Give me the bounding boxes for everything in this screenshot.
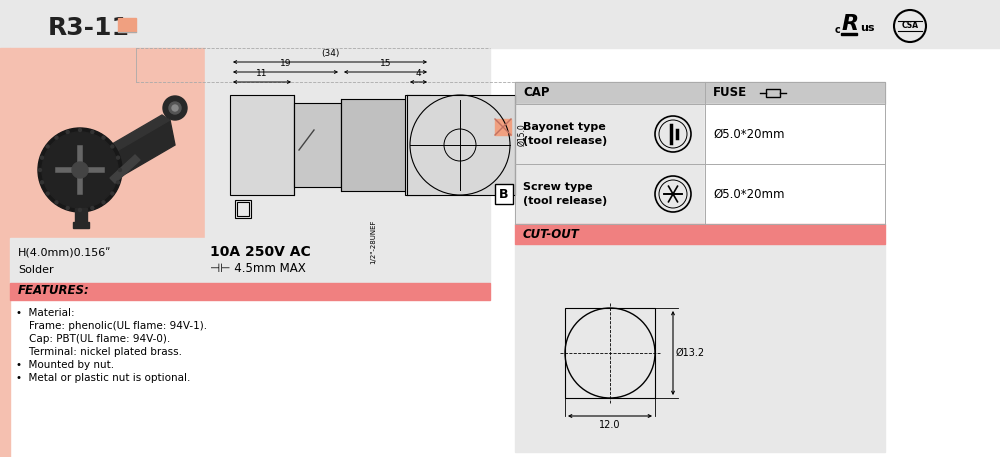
Circle shape bbox=[46, 192, 49, 195]
Text: •  Metal or plastic nut is optional.: • Metal or plastic nut is optional. bbox=[16, 373, 190, 383]
Bar bbox=[515, 104, 705, 164]
Circle shape bbox=[102, 136, 105, 139]
Text: ⊣⊢ 4.5mm MAX: ⊣⊢ 4.5mm MAX bbox=[210, 262, 306, 276]
Circle shape bbox=[66, 130, 69, 133]
Text: Frame: phenolic(UL flame: 94V-1).: Frame: phenolic(UL flame: 94V-1). bbox=[16, 321, 207, 331]
Circle shape bbox=[78, 128, 81, 132]
Bar bbox=[766, 89, 780, 97]
Text: Ø13.2: Ø13.2 bbox=[676, 348, 705, 358]
Circle shape bbox=[42, 132, 118, 208]
Bar bbox=[230, 95, 294, 195]
Bar bbox=[407, 95, 430, 195]
Text: (34): (34) bbox=[321, 49, 339, 58]
Text: us: us bbox=[860, 23, 874, 33]
Bar bbox=[405, 95, 515, 195]
Bar bbox=[0, 0, 1000, 48]
Circle shape bbox=[117, 156, 120, 159]
Bar bbox=[515, 164, 705, 224]
Circle shape bbox=[119, 169, 122, 171]
Circle shape bbox=[38, 128, 122, 212]
Text: CUT-OUT: CUT-OUT bbox=[523, 228, 580, 240]
Text: B: B bbox=[499, 187, 509, 201]
Bar bbox=[495, 184, 513, 204]
Bar bbox=[205, 48, 490, 238]
Text: Ø5.0*20mm: Ø5.0*20mm bbox=[713, 128, 784, 140]
Circle shape bbox=[111, 145, 114, 148]
Polygon shape bbox=[115, 120, 175, 177]
Bar bbox=[515, 224, 885, 244]
Circle shape bbox=[111, 192, 114, 195]
Text: Solder: Solder bbox=[18, 265, 54, 275]
Circle shape bbox=[66, 207, 69, 210]
Polygon shape bbox=[107, 115, 170, 152]
Circle shape bbox=[72, 162, 88, 178]
Text: c: c bbox=[835, 25, 841, 35]
Text: Screw type: Screw type bbox=[523, 182, 593, 192]
Bar bbox=[341, 99, 406, 191]
Text: Terminal: nickel plated brass.: Terminal: nickel plated brass. bbox=[16, 347, 182, 357]
Text: Η(4.0mm)0.156ʺ: Η(4.0mm)0.156ʺ bbox=[18, 248, 111, 258]
Circle shape bbox=[40, 181, 43, 184]
Text: •  Material:: • Material: bbox=[16, 308, 75, 318]
Bar bbox=[495, 119, 511, 135]
Bar bbox=[515, 82, 705, 104]
Bar bbox=[705, 164, 885, 224]
Bar bbox=[10, 283, 490, 300]
Text: Bayonet type: Bayonet type bbox=[523, 122, 606, 132]
Bar bbox=[841, 33, 857, 35]
Text: 15: 15 bbox=[380, 59, 391, 68]
Circle shape bbox=[91, 130, 94, 133]
Bar bbox=[237, 202, 249, 216]
Bar bbox=[75, 208, 87, 223]
Circle shape bbox=[38, 169, 42, 171]
Polygon shape bbox=[110, 155, 140, 183]
Circle shape bbox=[91, 207, 94, 210]
Text: 4: 4 bbox=[416, 69, 421, 78]
Circle shape bbox=[169, 102, 181, 114]
Circle shape bbox=[46, 145, 49, 148]
Text: CSA: CSA bbox=[902, 21, 918, 31]
Text: 12.0: 12.0 bbox=[599, 420, 621, 430]
Bar bbox=[73, 222, 89, 228]
Circle shape bbox=[117, 181, 120, 184]
Text: 11: 11 bbox=[256, 69, 268, 78]
Text: 10A 250V AC: 10A 250V AC bbox=[210, 245, 311, 259]
Circle shape bbox=[40, 156, 43, 159]
Bar bbox=[705, 104, 885, 164]
Text: CAP: CAP bbox=[523, 86, 550, 100]
Bar bbox=[235, 200, 251, 218]
Text: Cap: PBT(UL flame: 94V-0).: Cap: PBT(UL flame: 94V-0). bbox=[16, 334, 170, 344]
Text: 19: 19 bbox=[280, 59, 291, 68]
Circle shape bbox=[78, 208, 82, 212]
Text: R3-11: R3-11 bbox=[48, 16, 130, 40]
Text: FUSE: FUSE bbox=[713, 86, 747, 100]
Text: (tool release): (tool release) bbox=[523, 196, 607, 206]
Bar bbox=[10, 48, 205, 238]
Bar bbox=[565, 308, 655, 398]
Text: FEATURES:: FEATURES: bbox=[18, 285, 90, 298]
Bar bbox=[10, 238, 490, 283]
Text: Ø5.0*20mm: Ø5.0*20mm bbox=[713, 187, 784, 201]
Circle shape bbox=[172, 105, 178, 111]
Bar bbox=[294, 103, 341, 187]
Text: (tool release): (tool release) bbox=[523, 136, 607, 146]
Circle shape bbox=[55, 201, 58, 204]
Bar bbox=[515, 244, 885, 452]
Text: 1/2"-28UNEF: 1/2"-28UNEF bbox=[370, 220, 376, 265]
Text: R: R bbox=[842, 14, 859, 34]
Circle shape bbox=[102, 201, 105, 204]
Text: •  Mounted by nut.: • Mounted by nut. bbox=[16, 360, 114, 370]
Circle shape bbox=[163, 96, 187, 120]
Text: Ø15.0: Ø15.0 bbox=[517, 124, 526, 146]
Bar bbox=[705, 82, 885, 104]
Bar bbox=[0, 48, 10, 457]
Circle shape bbox=[55, 136, 58, 139]
Bar bbox=[118, 18, 136, 32]
